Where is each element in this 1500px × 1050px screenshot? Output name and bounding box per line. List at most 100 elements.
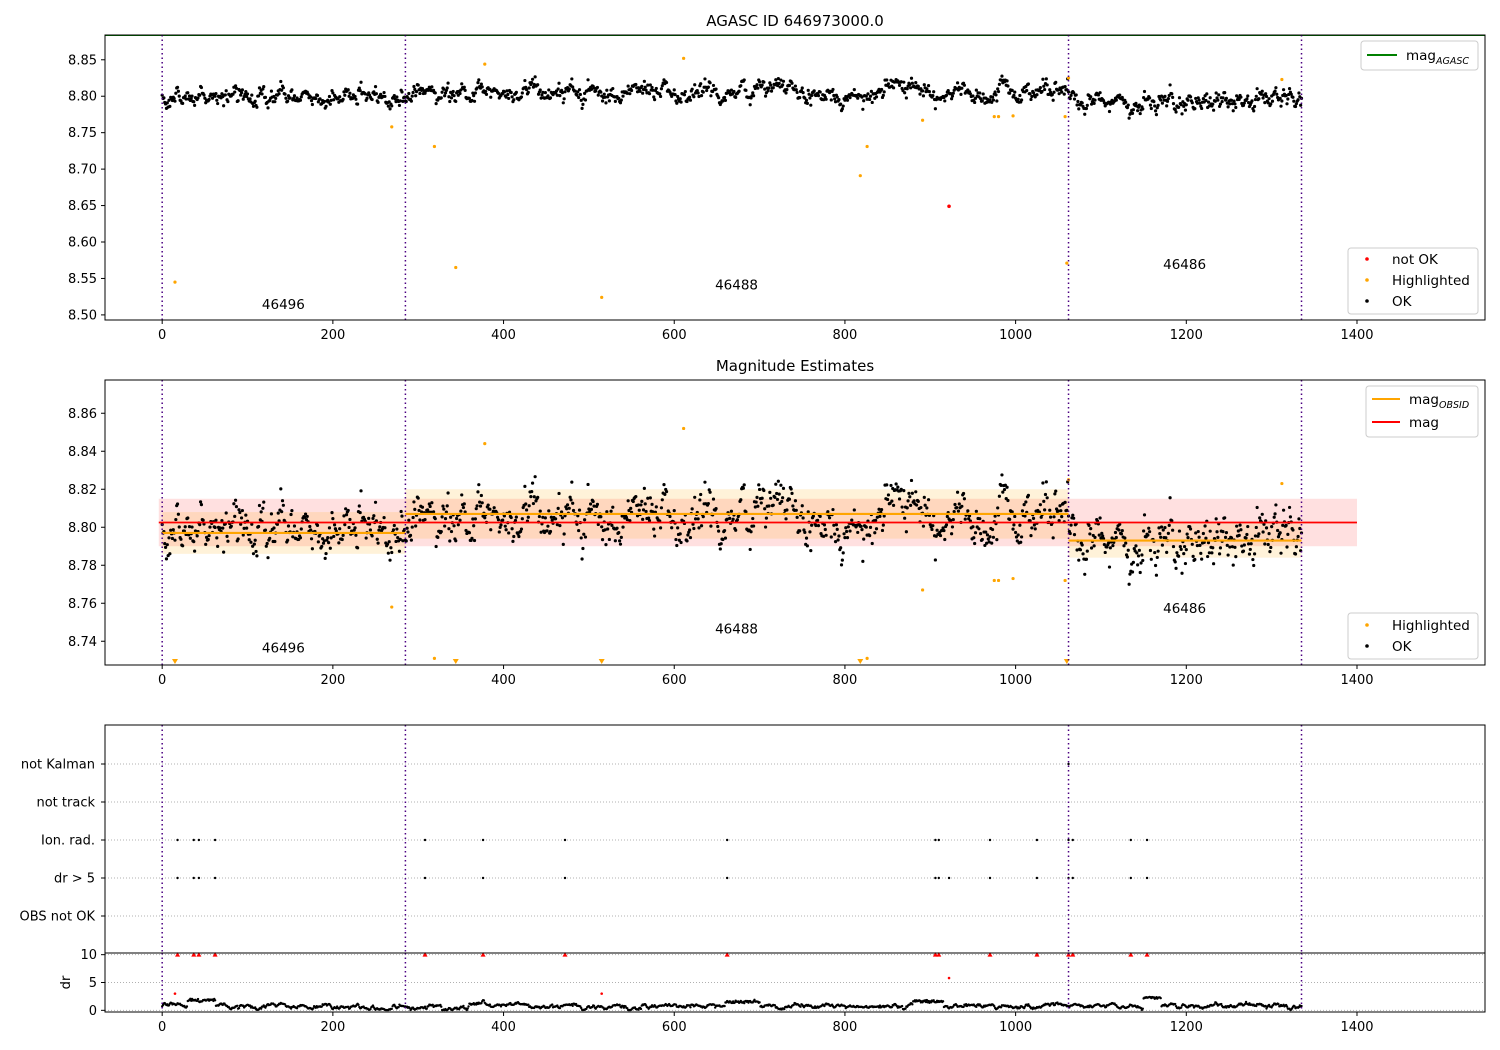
middle-ok-point	[195, 534, 199, 538]
middle-ok-point	[338, 527, 342, 531]
top-ok-point	[699, 94, 704, 98]
top-ok-point	[1293, 104, 1298, 109]
middle-ok-point	[387, 540, 391, 544]
middle-ok-point	[1207, 551, 1211, 555]
middle-ok-point	[504, 528, 508, 532]
middle-ok-point	[214, 518, 218, 522]
top-ok-point	[1148, 103, 1153, 107]
dr-ok-point	[295, 1007, 299, 1010]
top-ok-point	[324, 104, 328, 108]
top-ok-point	[373, 85, 378, 89]
top-ok-point	[697, 94, 701, 99]
top-ok-point	[1033, 95, 1037, 99]
middle-ok-point	[864, 525, 868, 529]
middle-ok-point	[582, 532, 586, 536]
middle-ok-point	[708, 490, 712, 494]
top-ok-point	[995, 99, 999, 103]
top-ok-point	[864, 94, 868, 98]
middle-ok-point	[1194, 531, 1198, 535]
middle-legend-swatch	[1365, 623, 1369, 627]
middle-ok-point	[1238, 523, 1242, 527]
top-ok-point	[1206, 100, 1211, 104]
middle-ok-point	[1149, 557, 1153, 561]
dr-ok-point	[185, 1005, 189, 1008]
top-ok-point	[670, 94, 674, 99]
middle-ok-point	[509, 515, 513, 520]
top-ok-point	[1292, 99, 1296, 103]
middle-ok-point	[1206, 540, 1211, 545]
top-ok-point	[801, 91, 805, 95]
middle-ok-point	[264, 544, 268, 548]
top-ok-point	[717, 96, 721, 100]
top-ok-point	[1092, 101, 1096, 105]
middle-ok-point	[445, 504, 449, 508]
top-ok-point	[1062, 92, 1066, 96]
top-ok-point	[1080, 101, 1084, 105]
dr-ok-point	[925, 998, 929, 1002]
dr-ok-point	[466, 1007, 469, 1010]
top-ok-point	[777, 81, 781, 86]
middle-ok-point	[896, 485, 900, 489]
top-ok-point	[299, 95, 303, 99]
middle-ok-point	[676, 526, 680, 530]
middle-ok-point	[642, 486, 646, 491]
middle-ok-point	[688, 528, 692, 532]
middle-ok-point	[722, 528, 727, 533]
middle-ok-point	[474, 507, 478, 511]
middle-ok-point	[1148, 530, 1152, 534]
top-ok-point	[634, 82, 638, 87]
middle-ok-point	[257, 503, 262, 508]
middle-ok-point	[476, 490, 480, 494]
middle-ok-point	[1161, 528, 1165, 532]
middle-ok-point	[1229, 536, 1234, 540]
middle-ok-point	[1075, 548, 1079, 552]
top-ok-point	[160, 93, 164, 97]
top-ok-point	[599, 90, 603, 94]
middle-ok-point	[1002, 487, 1007, 492]
middle-ok-point	[882, 514, 886, 518]
top-ok-point	[951, 91, 955, 95]
top-ok-point	[1179, 103, 1183, 107]
dr-ok-point	[312, 1007, 315, 1010]
middle-ok-point	[647, 516, 651, 520]
middle-ok-point	[852, 508, 856, 512]
middle-ok-point	[698, 498, 702, 502]
flags-point	[197, 838, 201, 842]
top-ok-point	[215, 98, 219, 102]
middle-ok-point	[840, 558, 844, 562]
top-ok-point	[1287, 87, 1292, 91]
middle-xtick-label: 200	[320, 673, 345, 688]
middle-ok-point	[1184, 547, 1188, 552]
top-ok-point	[779, 78, 783, 82]
middle-ok-point	[291, 535, 295, 539]
top-ok-point	[840, 107, 844, 111]
middle-ok-point	[619, 535, 623, 539]
top-ok-point	[611, 86, 615, 91]
middle-ok-point	[991, 535, 996, 539]
top-ok-point	[860, 95, 864, 99]
dr-ok-point	[743, 1001, 746, 1005]
middle-ok-point	[179, 537, 183, 541]
middle-ok-point	[1167, 523, 1171, 527]
top-ok-point	[1152, 99, 1156, 104]
top-ok-point	[763, 94, 768, 98]
top-ok-point	[1197, 98, 1201, 102]
dr-ok-point	[773, 1004, 777, 1007]
middle-ok-point	[1177, 529, 1182, 533]
dr-ok-point	[482, 999, 486, 1002]
middle-ok-point	[511, 539, 515, 544]
middle-ok-point	[589, 502, 593, 506]
top-ok-point	[430, 85, 434, 89]
top-ok-point	[1153, 104, 1157, 108]
middle-ok-point	[346, 508, 350, 513]
dr-clipped-marker	[932, 952, 938, 957]
middle-ok-point	[984, 541, 989, 545]
top-ok-point	[434, 102, 438, 106]
middle-ok-point	[1160, 543, 1165, 547]
middle-ok-point	[609, 509, 613, 513]
middle-ok-point	[905, 506, 909, 510]
top-ok-point	[506, 92, 510, 97]
middle-ok-point	[1063, 500, 1067, 504]
top-ok-point	[283, 92, 287, 96]
middle-ok-point	[856, 530, 860, 535]
